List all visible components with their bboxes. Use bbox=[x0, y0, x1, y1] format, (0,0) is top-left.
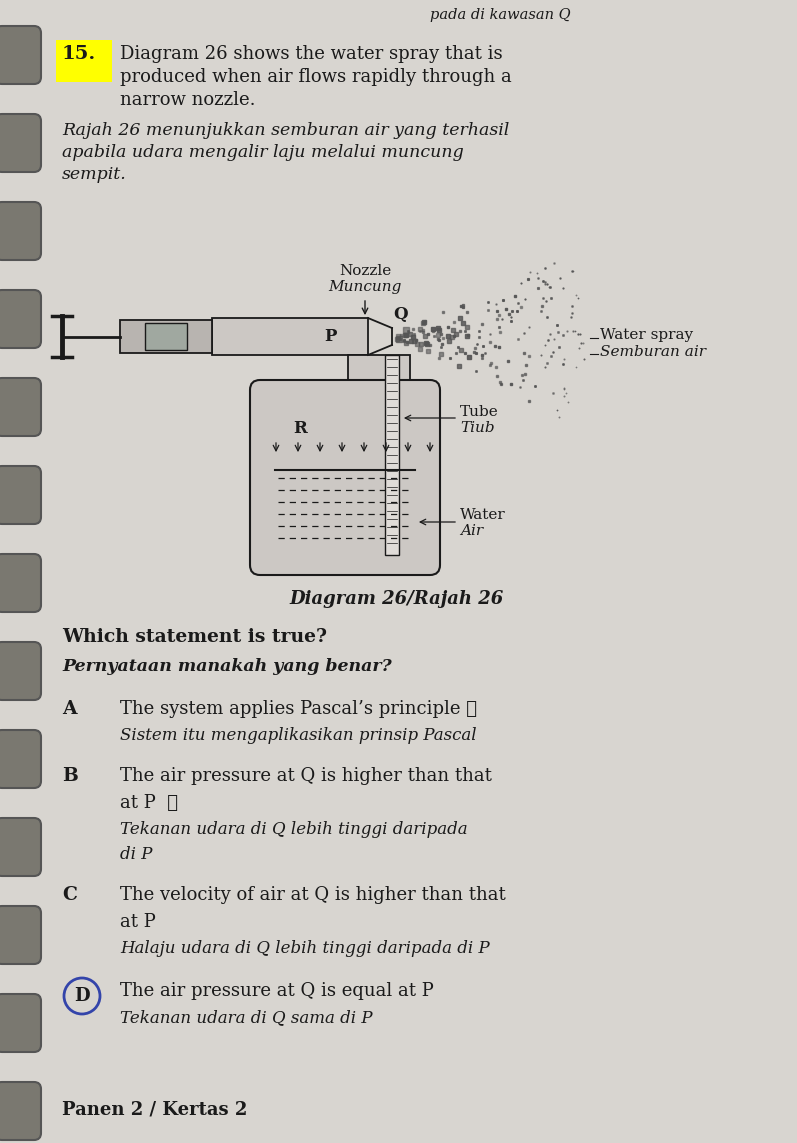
Text: A: A bbox=[62, 700, 77, 718]
Text: P: P bbox=[324, 328, 336, 345]
Text: Tekanan udara di Q sama di P: Tekanan udara di Q sama di P bbox=[120, 1009, 372, 1026]
Text: Air: Air bbox=[460, 523, 483, 538]
Text: The velocity of air at Q is higher than that: The velocity of air at Q is higher than … bbox=[120, 886, 506, 904]
Text: sempit.: sempit. bbox=[62, 166, 127, 183]
Text: Semburan air: Semburan air bbox=[600, 345, 706, 359]
Bar bbox=[385, 355, 399, 555]
FancyBboxPatch shape bbox=[0, 26, 41, 83]
Text: Nozzle: Nozzle bbox=[339, 264, 391, 278]
Text: D: D bbox=[74, 988, 90, 1005]
Text: The air pressure at Q is equal at P: The air pressure at Q is equal at P bbox=[120, 982, 434, 1000]
Text: at P: at P bbox=[120, 913, 155, 932]
FancyBboxPatch shape bbox=[0, 114, 41, 171]
Bar bbox=[212, 318, 368, 355]
Text: Q: Q bbox=[393, 306, 407, 323]
Text: Panen 2 / Kertas 2: Panen 2 / Kertas 2 bbox=[62, 1100, 247, 1118]
Text: Sistem itu mengaplikasikan prinsip Pascal: Sistem itu mengaplikasikan prinsip Pasca… bbox=[120, 727, 477, 744]
FancyBboxPatch shape bbox=[0, 818, 41, 876]
FancyBboxPatch shape bbox=[0, 906, 41, 964]
FancyBboxPatch shape bbox=[0, 730, 41, 788]
FancyBboxPatch shape bbox=[0, 202, 41, 259]
Text: narrow nozzle.: narrow nozzle. bbox=[120, 91, 256, 109]
Text: The system applies Pascal’s principle ✘: The system applies Pascal’s principle ✘ bbox=[120, 700, 477, 718]
Text: C: C bbox=[62, 886, 77, 904]
FancyBboxPatch shape bbox=[0, 994, 41, 1052]
Text: di P: di P bbox=[120, 846, 152, 863]
FancyBboxPatch shape bbox=[250, 379, 440, 575]
Text: Tube: Tube bbox=[460, 405, 499, 419]
Bar bbox=[120, 320, 212, 353]
Text: Pernyataan manakah yang benar?: Pernyataan manakah yang benar? bbox=[62, 658, 391, 676]
FancyBboxPatch shape bbox=[0, 290, 41, 347]
Bar bbox=[145, 323, 187, 350]
Text: Diagram 26 shows the water spray that is: Diagram 26 shows the water spray that is bbox=[120, 45, 503, 63]
Text: Tiub: Tiub bbox=[460, 421, 495, 435]
FancyBboxPatch shape bbox=[0, 1082, 41, 1140]
Text: Rajah 26 menunjukkan semburan air yang terhasil: Rajah 26 menunjukkan semburan air yang t… bbox=[62, 122, 509, 139]
Text: B: B bbox=[62, 767, 78, 785]
Text: The air pressure at Q is higher than that: The air pressure at Q is higher than tha… bbox=[120, 767, 492, 785]
FancyBboxPatch shape bbox=[0, 642, 41, 700]
Text: 15.: 15. bbox=[62, 45, 96, 63]
Text: Muncung: Muncung bbox=[328, 280, 402, 294]
Text: apabila udara mengalir laju melalui muncung: apabila udara mengalir laju melalui munc… bbox=[62, 144, 464, 161]
FancyBboxPatch shape bbox=[56, 40, 112, 82]
Text: Water: Water bbox=[460, 507, 506, 522]
Text: Which statement is true?: Which statement is true? bbox=[62, 628, 327, 646]
FancyBboxPatch shape bbox=[0, 466, 41, 523]
Text: Water spray: Water spray bbox=[600, 328, 693, 342]
Text: R: R bbox=[293, 419, 307, 437]
FancyBboxPatch shape bbox=[0, 554, 41, 612]
Text: Halaju udara di Q lebih tinggi daripada di P: Halaju udara di Q lebih tinggi daripada … bbox=[120, 940, 489, 957]
Text: produced when air flows rapidly through a: produced when air flows rapidly through … bbox=[120, 67, 512, 86]
Bar bbox=[348, 355, 410, 390]
Text: pada di kawasan Q: pada di kawasan Q bbox=[430, 8, 571, 22]
Text: at P  ✘: at P ✘ bbox=[120, 794, 178, 812]
Text: Tekanan udara di Q lebih tinggi daripada: Tekanan udara di Q lebih tinggi daripada bbox=[120, 821, 468, 838]
FancyBboxPatch shape bbox=[0, 378, 41, 435]
Text: Diagram 26/Rajah 26: Diagram 26/Rajah 26 bbox=[290, 590, 505, 608]
